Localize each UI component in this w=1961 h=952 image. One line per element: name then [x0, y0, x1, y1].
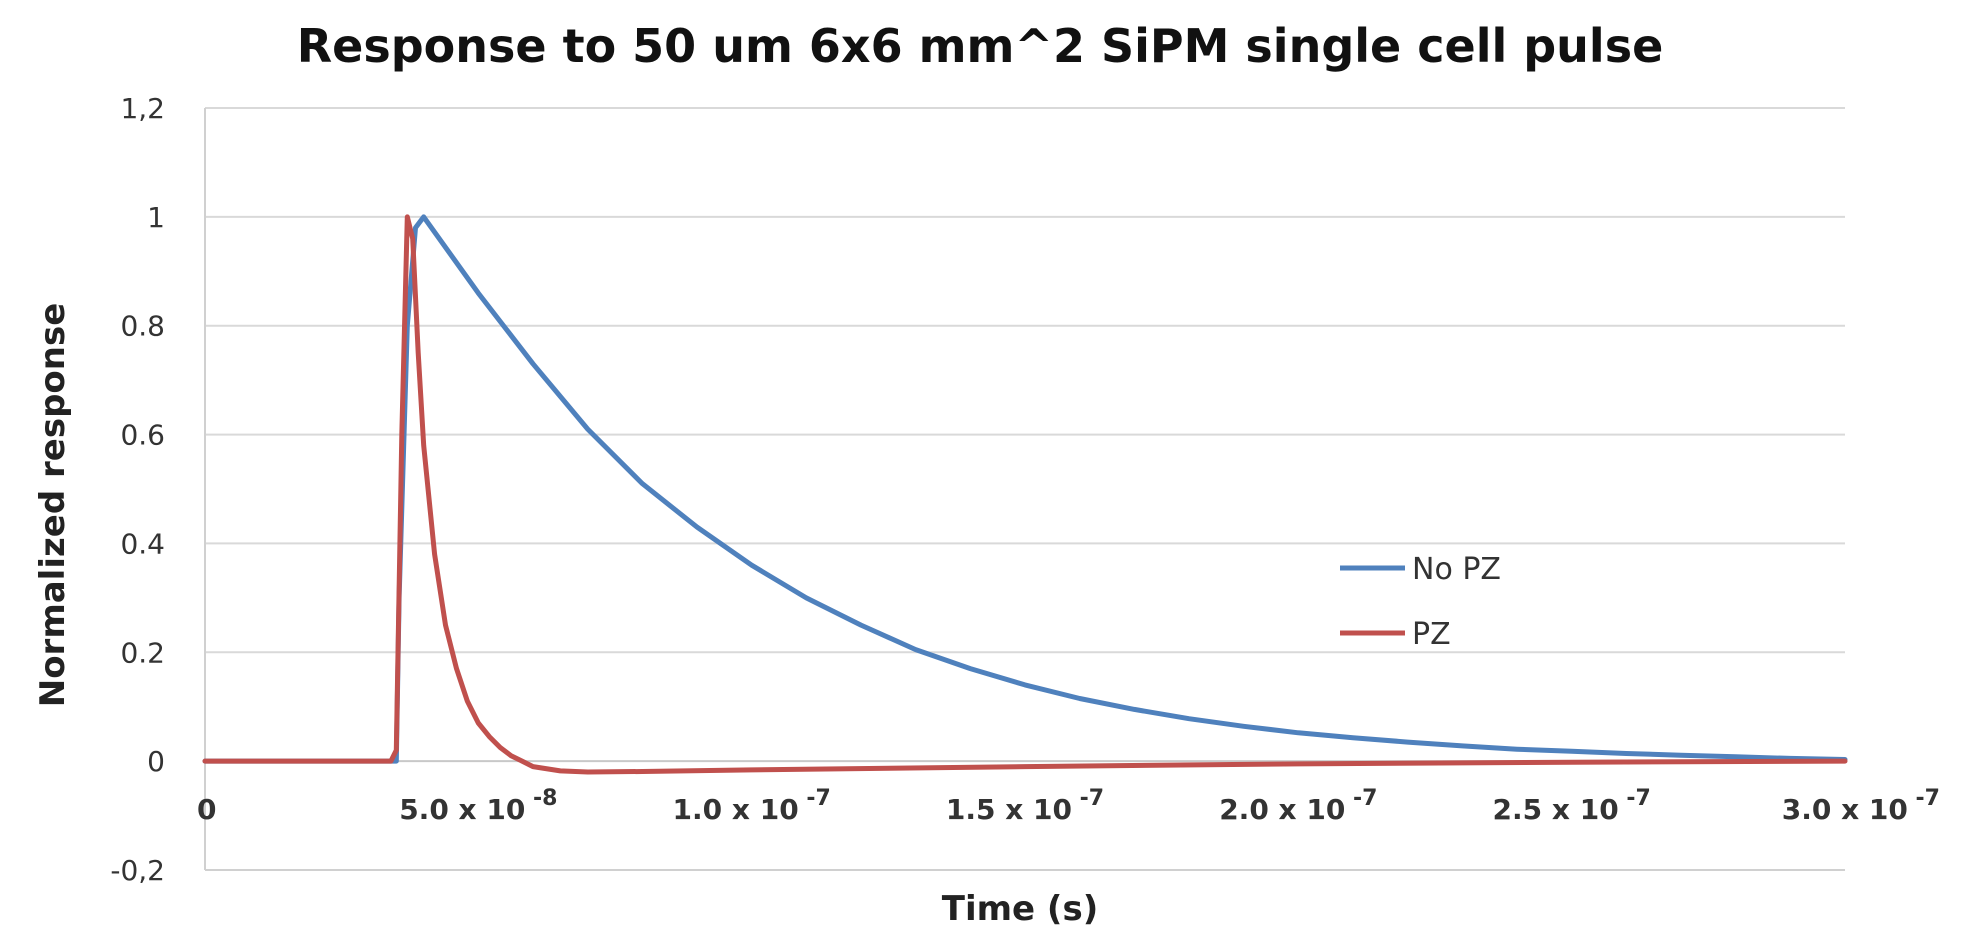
series-line-pz	[202, 214, 1848, 775]
series-line-no-pz	[202, 214, 1848, 764]
chart-title: Response to 50 um 6x6 mm^2 SiPM single c…	[297, 19, 1664, 73]
y-tick-label: 0.2	[120, 636, 165, 669]
x-tick-exponent: -7	[1345, 786, 1377, 811]
x-tick-base: 3.0 x 10	[1782, 793, 1908, 826]
x-tick-exponent: -7	[1619, 786, 1651, 811]
legend-label: PZ	[1412, 617, 1451, 652]
x-tick-base: 2.5 x 10	[1493, 793, 1619, 826]
x-tick-label: 1.5 x 10 -7	[946, 786, 1104, 826]
x-tick-labels: 0 5.0 x 10 -8 1.0 x 10 -7 1.5 x 10 -7 2.0 x …	[197, 786, 1940, 826]
y-tick-label: 1,2	[120, 92, 165, 125]
x-tick-exponent: -8	[525, 786, 557, 811]
x-tick-exponent: -7	[1908, 786, 1940, 811]
x-tick-label: 5.0 x 10 -8	[399, 786, 557, 826]
gridlines	[205, 107, 1845, 871]
x-tick-base: 2.0 x 10	[1219, 793, 1345, 826]
x-tick-exponent: -7	[799, 786, 831, 811]
y-tick-label: 0.6	[120, 419, 165, 452]
x-tick-label: 2.0 x 10 -7	[1219, 786, 1377, 826]
x-axis-title: Time (s)	[942, 889, 1099, 929]
y-tick-label: 0.8	[120, 310, 165, 343]
axes	[204, 108, 1845, 871]
x-tick-exponent: -7	[1072, 786, 1104, 811]
x-tick-label: 2.5 x 10 -7	[1493, 786, 1651, 826]
y-tick-label: -0,2	[110, 854, 165, 887]
y-tick-label: 0	[147, 745, 165, 778]
y-tick-label: 0.4	[120, 527, 165, 560]
y-tick-labels: 1,2 1 0.8 0.6 0.4 0.2 0 -0,2	[110, 92, 165, 887]
x-tick-base: 5.0 x 10	[399, 793, 525, 826]
x-tick-label: 3.0 x 10 -7	[1782, 786, 1940, 826]
y-tick-label: 1	[147, 201, 165, 234]
legend: No PZ PZ	[1340, 552, 1501, 652]
series-lines	[202, 214, 1848, 775]
x-tick-base: 1.0 x 10	[673, 793, 799, 826]
y-axis-title: Normalized response	[33, 303, 73, 708]
x-tick-base: 0	[197, 793, 216, 826]
legend-label: No PZ	[1412, 552, 1501, 587]
x-tick-label: 0	[197, 793, 216, 826]
x-tick-label: 1.0 x 10 -7	[673, 786, 831, 826]
x-tick-base: 1.5 x 10	[946, 793, 1072, 826]
